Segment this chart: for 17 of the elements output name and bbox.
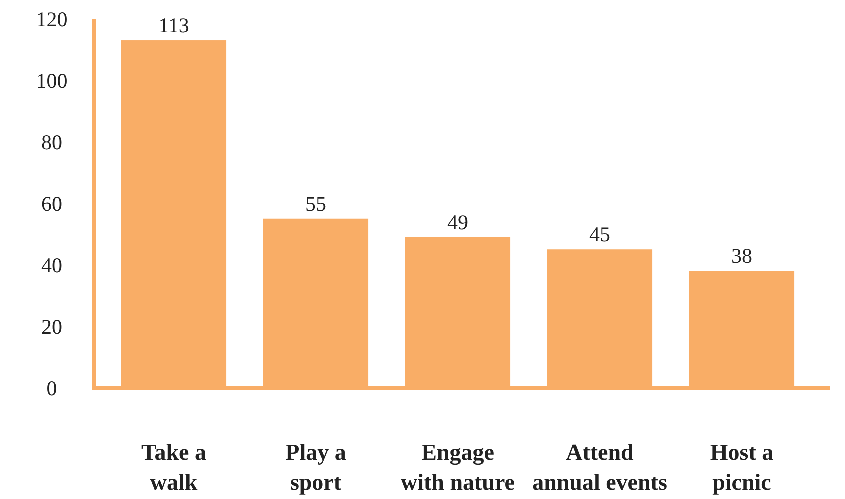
x-tick-label: Host a picnic <box>710 440 774 495</box>
x-tick-label: Engage with nature <box>401 440 515 495</box>
data-label: 55 <box>306 192 326 216</box>
y-tick-label: 0 <box>46 376 58 400</box>
y-tick-label: 120 <box>36 7 68 32</box>
data-label: 113 <box>158 14 190 38</box>
x-tick-label: Take a walk <box>142 440 207 495</box>
y-tick-label: 40 <box>42 253 62 278</box>
y-tick-label: 20 <box>42 314 62 339</box>
y-tick-label: 100 <box>36 68 68 93</box>
data-label: 38 <box>732 244 752 268</box>
data-label: 45 <box>590 222 610 247</box>
y-tick-label: 80 <box>42 130 62 154</box>
data-label: 49 <box>448 210 468 234</box>
y-tick-label: 60 <box>42 192 62 216</box>
x-tick-label: Play a sport <box>286 440 347 495</box>
x-tick-label: Attend annual events <box>532 440 668 495</box>
